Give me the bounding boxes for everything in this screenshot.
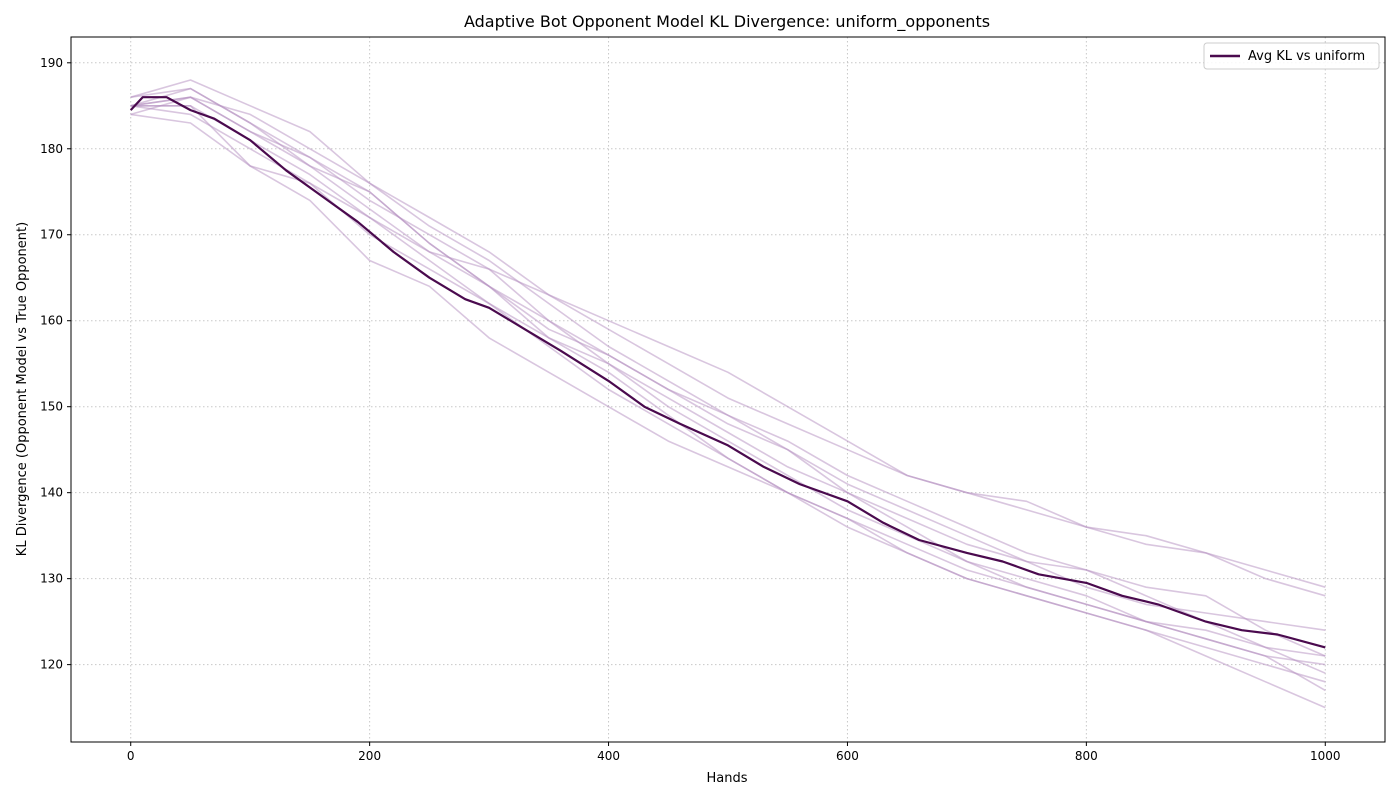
run-series-line [130,96,1326,597]
legend: Avg KL vs uniform [1203,42,1380,70]
y-tick-label: 120 [40,658,63,672]
x-tick-label: 400 [597,749,620,763]
legend-box [1203,42,1380,70]
run-series-line [130,105,1326,683]
y-tick-label: 140 [40,486,63,500]
y-tick-label: 160 [40,314,63,328]
x-tick-label: 200 [358,749,381,763]
x-tick-label: 800 [1075,749,1098,763]
x-tick-label: 1000 [1310,749,1341,763]
legend-label-average: Avg KL vs uniform [1248,49,1365,64]
y-tick-label: 150 [40,400,63,414]
y-axis-label: KL Divergence (Opponent Model vs True Op… [15,222,30,556]
y-tick-label: 190 [40,56,63,70]
run-series-line [130,96,1326,657]
y-tick-label: 180 [40,142,63,156]
plot-area-frame [70,36,1386,743]
run-series-line [130,105,1326,588]
x-tick-label: 600 [836,749,859,763]
x-tick-label: 0 [127,749,135,763]
y-axis-ticks: 120 130 140 150 160 170 180 190 [40,56,71,672]
average-series-group [129,96,1326,649]
grid-lines [71,37,1385,742]
average-series-line [129,96,1326,649]
y-tick-label: 170 [40,228,63,242]
run-series-line [130,96,1326,692]
chart-title: Adaptive Bot Opponent Model KL Divergenc… [464,12,990,32]
run-series-group [130,79,1326,709]
x-axis-label: Hands [706,771,747,786]
run-series-line [130,87,1326,657]
y-tick-label: 130 [40,572,63,586]
x-axis-ticks: 0 200 400 600 800 1000 [127,742,1341,763]
run-series-line [130,79,1326,631]
